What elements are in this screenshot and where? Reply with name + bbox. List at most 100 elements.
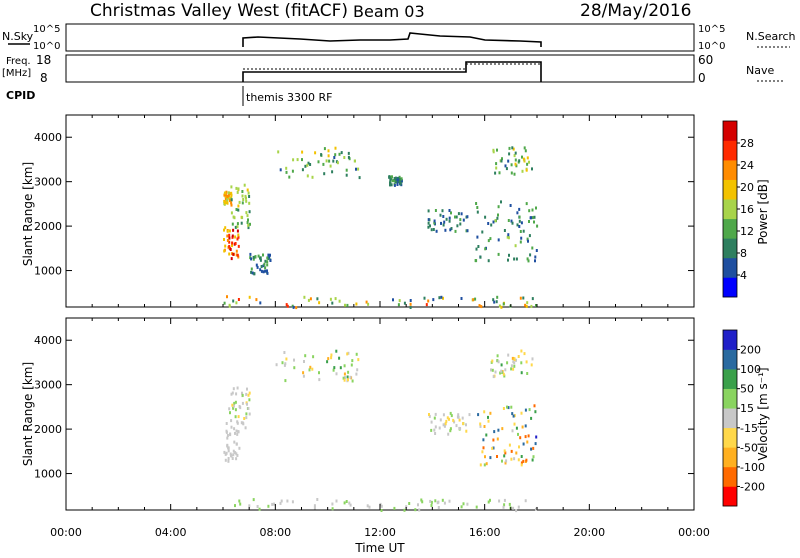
velocity-point <box>434 432 437 435</box>
power-point <box>367 302 370 306</box>
power-point <box>536 224 539 228</box>
velocity-point <box>241 391 243 395</box>
power-point <box>317 160 320 164</box>
power-point <box>525 168 528 172</box>
velocity-point <box>446 416 449 420</box>
power-point <box>507 233 510 237</box>
power-point <box>250 270 253 274</box>
nsky-tick-top-left: 10^5 <box>33 24 60 35</box>
velocity-point <box>224 458 227 462</box>
power-point <box>331 170 334 174</box>
power-point <box>223 228 225 232</box>
velocity-point <box>343 364 346 368</box>
velocity-point <box>238 446 241 450</box>
velocity-point <box>483 410 486 414</box>
power-point <box>345 168 348 172</box>
velocity-point <box>246 402 248 406</box>
power-point <box>457 212 460 216</box>
power-point <box>444 228 447 232</box>
velocity-point <box>281 361 284 365</box>
nsky-tick-top-right: 10^5 <box>698 24 725 35</box>
velocity-point <box>531 357 534 361</box>
power-point <box>530 216 533 220</box>
power-point <box>247 226 250 230</box>
velocity-point <box>355 372 358 376</box>
velocity-point <box>235 442 238 446</box>
power-point <box>241 201 244 205</box>
power-point <box>232 252 235 256</box>
velocity-point <box>521 425 524 429</box>
power-point <box>236 222 239 226</box>
velocity-y-tick-label: 2000 <box>34 423 62 436</box>
freq-label-line2: [MHz] <box>2 68 31 79</box>
velocity-point <box>507 353 510 357</box>
power-point <box>507 219 510 222</box>
power-colorbar-segment <box>723 140 737 161</box>
power-point <box>511 221 514 225</box>
velocity-point <box>284 379 287 383</box>
velocity-point <box>504 451 507 455</box>
power-point <box>234 242 237 245</box>
power-point <box>498 171 501 175</box>
power-point <box>409 306 412 309</box>
velocity-point <box>457 413 460 417</box>
velocity-point <box>449 411 452 415</box>
velocity-point <box>489 411 492 415</box>
power-point <box>487 222 490 225</box>
velocity-point <box>530 363 533 367</box>
velocity-point <box>380 509 383 512</box>
power-point <box>500 159 503 163</box>
power-point <box>243 183 246 187</box>
power-point <box>396 178 399 182</box>
power-colorbar-label: 24 <box>740 159 754 172</box>
velocity-point <box>511 356 514 360</box>
velocity-point <box>343 378 346 382</box>
power-point <box>518 219 521 223</box>
velocity-point <box>520 411 523 415</box>
velocity-point <box>520 349 523 353</box>
power-point <box>228 199 231 203</box>
power-point <box>477 245 480 248</box>
velocity-point <box>345 500 348 503</box>
power-point <box>231 252 234 256</box>
nave-trace <box>243 63 541 70</box>
power-point <box>235 208 238 211</box>
power-point <box>303 295 306 299</box>
velocity-point <box>531 458 534 462</box>
power-point <box>226 201 229 205</box>
power-point <box>525 305 528 308</box>
velocity-colorbar-segment <box>723 447 737 468</box>
power-point <box>535 206 537 210</box>
velocity-point <box>527 434 530 438</box>
velocity-point <box>532 455 535 459</box>
power-point <box>314 151 317 155</box>
power-point <box>334 146 337 150</box>
velocity-point <box>233 440 236 444</box>
power-point <box>510 171 513 175</box>
velocity-point <box>226 436 229 440</box>
velocity-point <box>232 449 235 453</box>
power-point <box>237 298 240 301</box>
velocity-point <box>349 503 352 507</box>
velocity-point <box>271 502 274 506</box>
velocity-point <box>535 507 537 511</box>
power-point <box>223 301 226 305</box>
velocity-point <box>248 412 251 416</box>
velocity-point <box>500 369 503 373</box>
power-point <box>397 303 400 307</box>
power-point <box>432 298 435 302</box>
velocity-point <box>284 362 287 366</box>
velocity-point <box>496 437 499 441</box>
power-point <box>365 300 368 304</box>
power-point <box>504 164 507 168</box>
velocity-point <box>344 376 346 380</box>
power-point <box>492 150 495 154</box>
power-point <box>236 225 239 229</box>
freq-trace <box>242 61 542 82</box>
velocity-point <box>490 368 492 372</box>
velocity-point <box>408 502 411 505</box>
power-point <box>307 161 310 165</box>
power-colorbar-segment <box>723 238 737 259</box>
power-point <box>523 146 526 150</box>
